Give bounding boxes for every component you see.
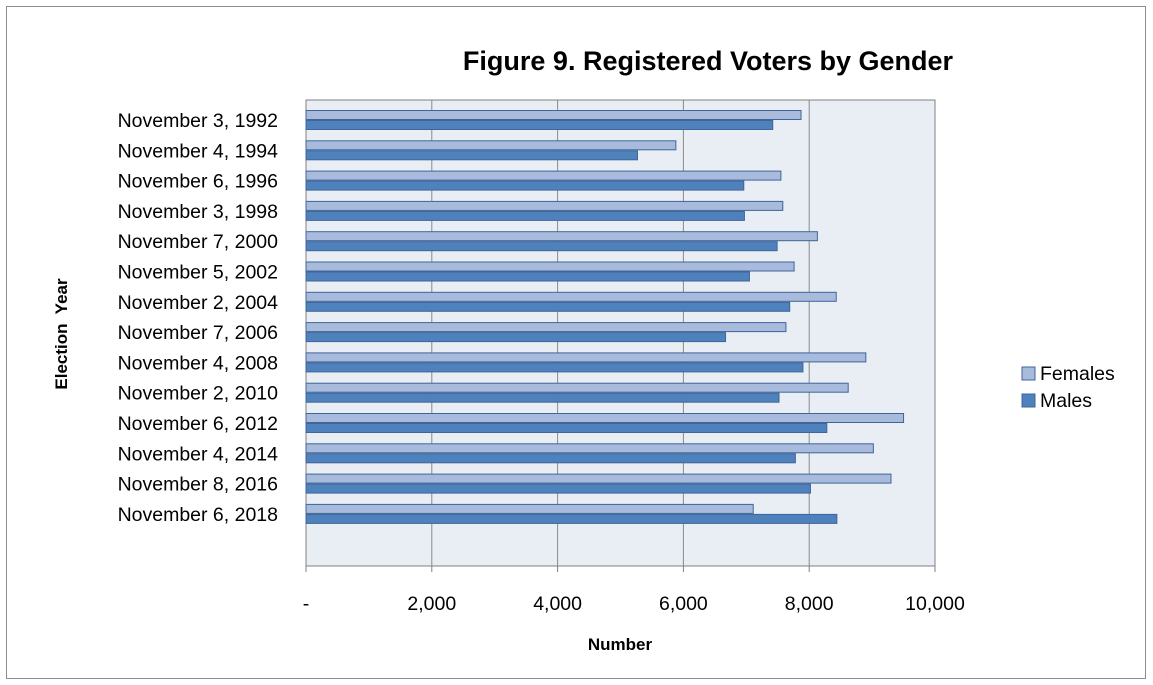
- category-label: November 6, 1996: [118, 171, 278, 193]
- bar-females: [305, 443, 874, 454]
- category-label: November 4, 1994: [118, 140, 279, 162]
- category-label: November 2, 2010: [118, 383, 279, 405]
- x-axis-label: Number: [588, 635, 653, 654]
- bar-females: [305, 473, 892, 484]
- x-tick-label: 4,000: [533, 593, 582, 615]
- category-label: November 6, 2018: [118, 504, 278, 526]
- y-axis-label: Election Year: [52, 278, 71, 390]
- bar-females: [305, 322, 787, 333]
- legend: Females Males: [1021, 363, 1115, 412]
- bar-males: [305, 180, 745, 191]
- bar-females: [305, 231, 818, 242]
- bar-males: [305, 271, 750, 282]
- bars: [305, 110, 905, 524]
- legend-label-males: Males: [1040, 390, 1092, 412]
- legend-swatch-males: [1021, 393, 1036, 408]
- bar-males: [305, 210, 745, 221]
- bar-males: [305, 453, 796, 464]
- legend-swatch-females: [1021, 366, 1036, 381]
- bar-females: [305, 291, 837, 302]
- legend-label-females: Females: [1040, 363, 1115, 385]
- x-tick-labels: - 2,000 4,000 6,000 8,000 10,000: [303, 593, 965, 615]
- x-tick-label: 6,000: [659, 593, 708, 615]
- category-label: November 5, 2002: [118, 262, 278, 284]
- bar-males: [305, 483, 811, 494]
- category-label: November 4, 2008: [118, 352, 278, 374]
- chart-title: Figure 9. Registered Voters by Gender: [463, 46, 954, 76]
- bar-females: [305, 110, 802, 120]
- bar-females: [305, 261, 795, 272]
- category-label: November 3, 1992: [118, 110, 278, 132]
- bar-males: [305, 120, 774, 130]
- category-label: November 7, 2006: [118, 322, 278, 344]
- x-tick-label: 8,000: [785, 593, 834, 615]
- bar-males: [305, 392, 780, 403]
- bar-females: [305, 413, 905, 423]
- x-tick-label: 2,000: [407, 593, 456, 615]
- bar-males: [305, 513, 838, 524]
- bar-females: [305, 140, 677, 151]
- bar-males: [305, 423, 828, 433]
- category-label: November 7, 2000: [118, 231, 279, 253]
- bar-males: [305, 301, 791, 312]
- category-label: November 6, 2012: [118, 413, 278, 435]
- bar-males: [305, 150, 638, 161]
- bar-males: [305, 332, 727, 343]
- category-label: November 3, 1998: [118, 201, 278, 223]
- bar-males: [305, 362, 804, 373]
- bar-males: [305, 241, 778, 252]
- x-tick-label: -: [303, 593, 310, 615]
- bar-females: [305, 200, 784, 211]
- bar-females: [305, 503, 754, 514]
- bar-females: [305, 352, 867, 363]
- category-label: November 8, 2016: [118, 474, 278, 496]
- x-tick-label: 10,000: [905, 593, 965, 615]
- category-label: November 4, 2014: [118, 443, 279, 465]
- bar-females: [305, 382, 849, 393]
- category-label: November 2, 2004: [118, 292, 279, 314]
- bar-females: [305, 170, 782, 181]
- category-labels: November 3, 1992 November 4, 1994 November…: [118, 110, 279, 526]
